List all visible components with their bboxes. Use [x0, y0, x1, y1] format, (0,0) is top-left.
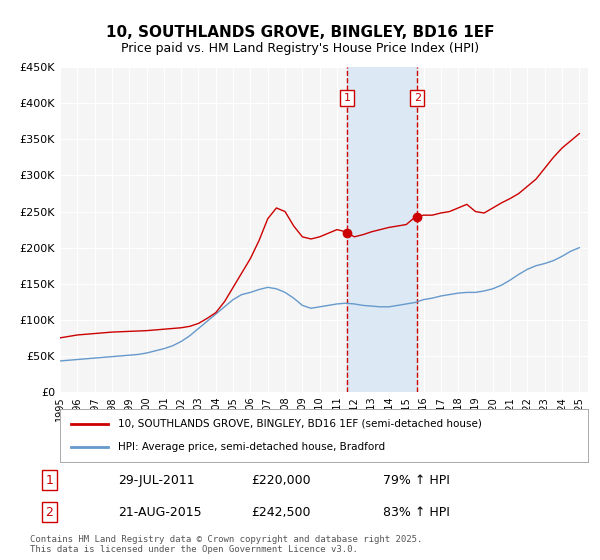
- Text: 1: 1: [343, 93, 350, 103]
- Text: Contains HM Land Registry data © Crown copyright and database right 2025.
This d: Contains HM Land Registry data © Crown c…: [30, 535, 422, 554]
- Text: 79% ↑ HPI: 79% ↑ HPI: [383, 474, 450, 487]
- Text: 29-JUL-2011: 29-JUL-2011: [118, 474, 195, 487]
- Bar: [347, 67, 418, 392]
- Text: 21-AUG-2015: 21-AUG-2015: [118, 506, 202, 519]
- Text: 1: 1: [46, 474, 53, 487]
- Text: 2: 2: [46, 506, 53, 519]
- Text: 10, SOUTHLANDS GROVE, BINGLEY, BD16 1EF: 10, SOUTHLANDS GROVE, BINGLEY, BD16 1EF: [106, 25, 494, 40]
- Text: Price paid vs. HM Land Registry's House Price Index (HPI): Price paid vs. HM Land Registry's House …: [121, 42, 479, 55]
- Text: 2: 2: [414, 93, 421, 103]
- Text: 83% ↑ HPI: 83% ↑ HPI: [383, 506, 450, 519]
- Text: £242,500: £242,500: [251, 506, 310, 519]
- Text: HPI: Average price, semi-detached house, Bradford: HPI: Average price, semi-detached house,…: [118, 442, 385, 452]
- Text: £220,000: £220,000: [251, 474, 310, 487]
- Text: 10, SOUTHLANDS GROVE, BINGLEY, BD16 1EF (semi-detached house): 10, SOUTHLANDS GROVE, BINGLEY, BD16 1EF …: [118, 419, 482, 429]
